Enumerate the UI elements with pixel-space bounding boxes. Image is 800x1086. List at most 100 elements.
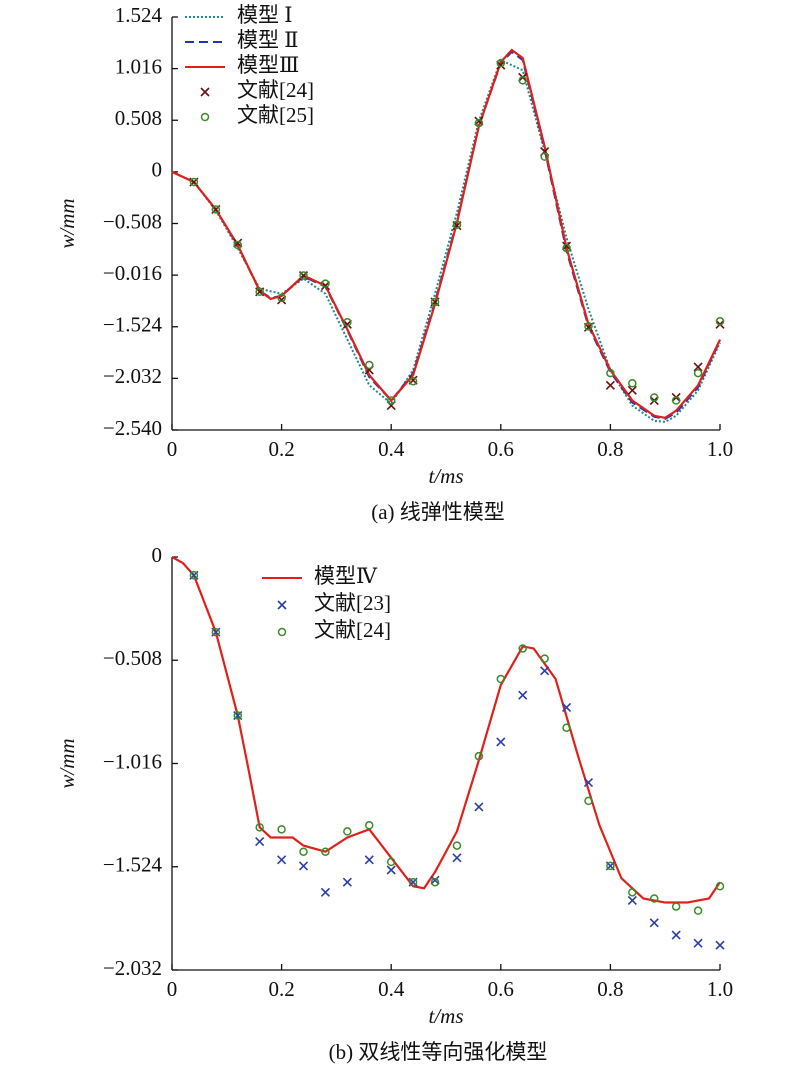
marker — [277, 855, 287, 865]
marker — [627, 895, 637, 906]
x-tick-label: 0.8 — [597, 977, 623, 1001]
marker — [408, 877, 418, 887]
marker — [452, 220, 462, 229]
marker — [540, 152, 549, 161]
y-tick-label: −0.016 — [103, 261, 162, 285]
legend-swatch — [277, 600, 287, 610]
marker — [562, 723, 571, 732]
marker — [671, 396, 681, 405]
marker — [320, 887, 331, 897]
legend-label: 模型 Ⅱ — [237, 28, 299, 52]
marker — [474, 118, 484, 128]
marker — [496, 737, 506, 747]
marker — [518, 76, 527, 85]
marker — [321, 279, 330, 288]
y-tick-label: −2.540 — [103, 416, 162, 440]
x-tick-label: 1.0 — [707, 437, 733, 461]
y-tick-label: −1.524 — [103, 313, 163, 337]
x-tick-label: 1.0 — [707, 977, 733, 1001]
marker — [321, 847, 330, 856]
marker — [561, 702, 572, 712]
marker — [233, 238, 243, 248]
y-tick-label: 0 — [152, 543, 163, 567]
marker — [386, 396, 396, 405]
marker — [408, 376, 418, 386]
marker — [320, 281, 331, 291]
marker — [365, 360, 374, 370]
marker — [628, 379, 637, 388]
marker — [496, 674, 506, 684]
y-tick-label: −2.032 — [103, 364, 162, 388]
marker — [540, 654, 549, 663]
marker — [693, 368, 703, 378]
marker — [430, 877, 440, 887]
legend-label: 模型 Ⅰ — [237, 3, 293, 27]
marker — [693, 362, 703, 372]
marker — [474, 116, 484, 126]
caption: (b) 双线性等向强化模型 — [329, 1040, 548, 1064]
series-line — [171, 556, 721, 904]
marker — [343, 318, 352, 327]
marker — [496, 58, 506, 68]
y-tick-label: −0.508 — [103, 646, 162, 670]
x-tick-label: 0.2 — [268, 977, 294, 1001]
legend-label: 文献[24] — [314, 618, 391, 642]
marker — [671, 902, 681, 911]
x-tick-label: 0.6 — [488, 977, 514, 1001]
marker — [277, 825, 286, 834]
marker — [277, 293, 286, 303]
legend-label: 文献[25] — [237, 103, 314, 127]
marker — [365, 821, 374, 830]
marker — [211, 205, 221, 214]
marker — [584, 796, 593, 806]
marker — [343, 827, 352, 836]
marker — [605, 380, 615, 390]
marker — [386, 857, 396, 867]
y-tick-label: 0 — [152, 158, 163, 182]
x-axis-label: t/ms — [428, 464, 463, 488]
marker — [430, 297, 440, 307]
legend-label: 文献[24] — [237, 78, 314, 102]
marker — [561, 241, 572, 251]
marker — [496, 60, 506, 70]
marker — [474, 802, 484, 812]
marker — [693, 906, 703, 915]
x-tick-label: 0.4 — [378, 437, 405, 461]
marker — [255, 287, 264, 297]
legend-label: 模型Ⅳ — [314, 564, 378, 588]
marker — [342, 319, 352, 329]
y-tick-label: −1.016 — [103, 749, 162, 773]
marker — [540, 666, 550, 676]
marker — [628, 888, 637, 897]
marker — [715, 940, 725, 950]
marker — [342, 877, 352, 887]
marker — [430, 875, 440, 885]
marker — [255, 836, 265, 847]
y-tick-label: −2.032 — [103, 956, 162, 980]
marker — [518, 690, 528, 700]
series-line — [171, 48, 721, 419]
caption: (a) 线弹性模型 — [371, 500, 505, 524]
marker — [452, 841, 462, 850]
x-tick-label: 0.4 — [378, 977, 405, 1001]
marker — [299, 271, 308, 280]
marker — [649, 393, 659, 402]
y-tick-label: −0.508 — [103, 209, 162, 233]
marker — [233, 711, 243, 720]
x-tick-label: 0 — [167, 977, 178, 1001]
marker — [649, 894, 659, 903]
marker — [189, 177, 199, 187]
x-tick-label: 0.6 — [488, 437, 514, 461]
legend-label: 模型Ⅲ — [237, 53, 299, 77]
legend-swatch — [200, 112, 210, 122]
marker — [452, 853, 462, 863]
series-line — [171, 58, 721, 423]
x-axis-label: t/ms — [428, 1004, 463, 1028]
marker — [299, 847, 308, 856]
x-tick-label: 0 — [167, 437, 178, 461]
y-tick-label: −1.524 — [103, 853, 163, 877]
marker — [189, 571, 199, 580]
marker — [277, 295, 287, 305]
marker — [584, 322, 593, 331]
